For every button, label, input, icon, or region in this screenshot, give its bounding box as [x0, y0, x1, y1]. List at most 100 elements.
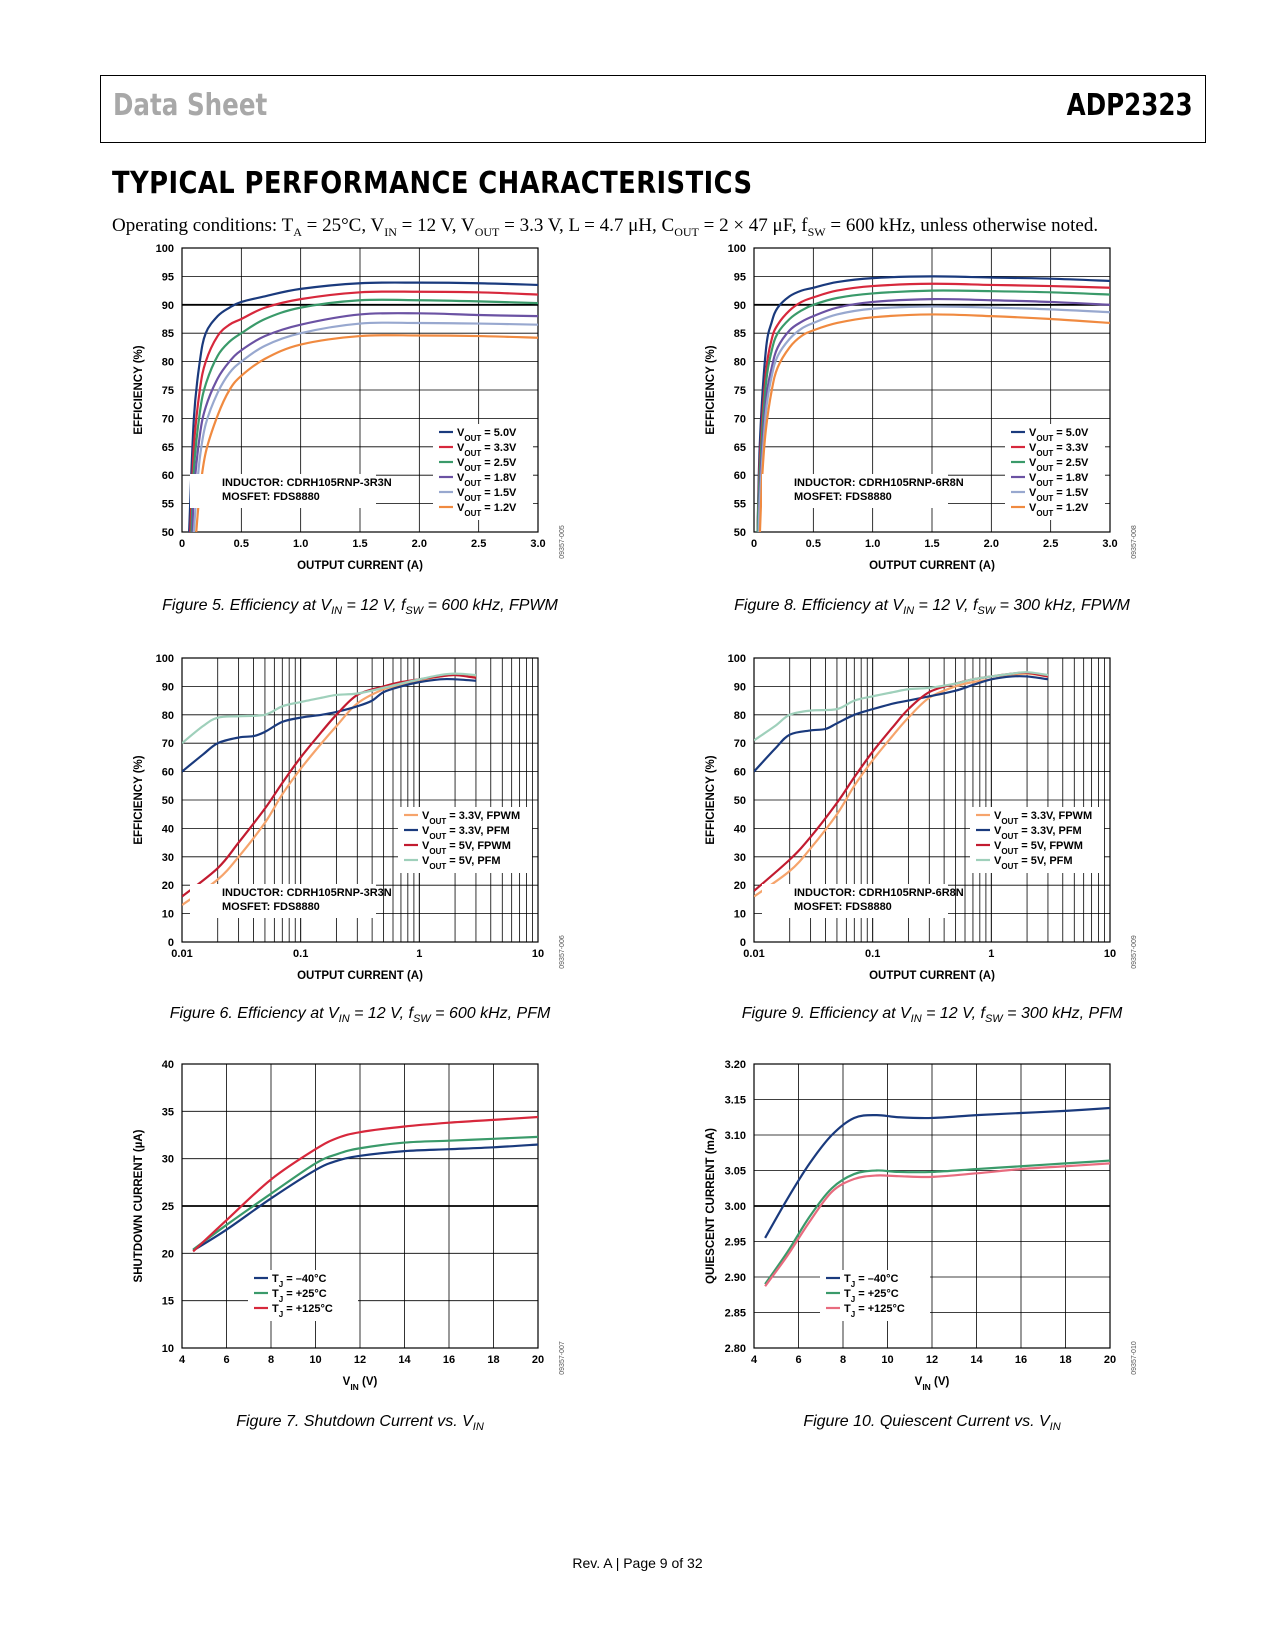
- y-tick-label: 25: [162, 1201, 174, 1213]
- series-group: [188, 281, 538, 532]
- legend-entry: TJ = +125°C: [272, 1303, 333, 1319]
- x-tick-label: 18: [1059, 1354, 1071, 1366]
- annotation: INDUCTOR: CDRH105RNP-3R3N MOSFET: FDS8880: [190, 474, 392, 508]
- y-tick-label: 2.85: [725, 1308, 746, 1320]
- y-tick-label: 90: [162, 681, 174, 693]
- legend-entry: VOUT = 2.5V: [1029, 457, 1089, 473]
- annotation: INDUCTOR: CDRH105RNP-6R8N MOSFET: FDS8880: [762, 884, 964, 918]
- series-line-40-c: [192, 1143, 538, 1252]
- x-tick-label: 10: [309, 1354, 321, 1366]
- x-tick-label: 0.01: [171, 948, 192, 960]
- legend-entry: VOUT = 3.3V, FPWM: [994, 810, 1092, 826]
- x-axis-title: OUTPUT CURRENT (A): [297, 970, 423, 982]
- annotation-line: INDUCTOR: CDRH105RNP-6R8N: [794, 477, 964, 489]
- y-tick-label: 50: [734, 795, 746, 807]
- y-tick-label: 100: [728, 653, 746, 665]
- figure-id: 09357-006: [559, 935, 566, 969]
- legend-entry: VOUT = 1.2V: [1029, 502, 1089, 518]
- legend-entry: VOUT = 3.3V, FPWM: [422, 810, 520, 826]
- operating-conditions: Operating conditions: TA = 25°C, VIN = 1…: [112, 215, 1099, 239]
- y-tick-label: 60: [162, 767, 174, 779]
- x-axis-title: OUTPUT CURRENT (A): [869, 970, 995, 982]
- figure-id: 09357-007: [559, 1341, 566, 1375]
- y-tick-label: 3.05: [725, 1166, 746, 1178]
- annotation-line: MOSFET: FDS8880: [794, 901, 892, 913]
- legend-entry: TJ = +25°C: [844, 1288, 899, 1304]
- y-tick-label: 75: [162, 385, 174, 397]
- legend-entry: VOUT = 1.5V: [457, 487, 517, 503]
- y-tick-label: 40: [162, 823, 174, 835]
- x-tick-label: 3.0: [530, 538, 545, 550]
- series-line-5v-pfm: [754, 671, 1049, 742]
- legend-entry: VOUT = 1.8V: [1029, 472, 1089, 488]
- figure-5-caption: Figure 5. Efficiency at VIN = 12 V, fSW …: [162, 597, 558, 618]
- series-line-3-3v-pfm: [754, 675, 1049, 773]
- figure-id: 09357-009: [1131, 935, 1138, 969]
- annotation-bg: [762, 884, 948, 918]
- x-tick-label: 12: [354, 1354, 366, 1366]
- y-axis-title: SHUTDOWN CURRENT (µA): [133, 1129, 145, 1282]
- series-line-1-2v: [195, 334, 538, 532]
- y-tick-label: 20: [162, 1248, 174, 1260]
- y-tick-label: 35: [162, 1106, 174, 1118]
- series-line-40-c: [764, 1106, 1110, 1239]
- y-tick-label: 10: [162, 1343, 174, 1355]
- legend-entry: TJ = –40°C: [844, 1273, 898, 1289]
- x-tick-label: 1.5: [924, 538, 939, 550]
- figure-8-chart: 0 0.5 1.0 1.5 2.0 2.5 3.0 50 55 60 65 70 75 80 85 90 95 1…: [700, 243, 1138, 588]
- figure-7-chart: 4 6 8 10 12 14 16 18 20 10 15 20 25 30 35 40 VIN (V) SHUT…: [128, 1059, 566, 1404]
- annotation: INDUCTOR: CDRH105RNP-6R8N MOSFET: FDS8880: [762, 474, 964, 508]
- series-line-3-3v: [756, 282, 1110, 532]
- x-tick-label: 2.5: [1043, 538, 1058, 550]
- y-tick-label: 65: [734, 442, 746, 454]
- legend-entry: VOUT = 5.0V: [457, 427, 517, 443]
- series-line-25-c: [764, 1159, 1110, 1285]
- plot-frame: [753, 247, 1111, 533]
- x-tick-label: 2.0: [412, 538, 427, 550]
- legend-entry: TJ = +25°C: [272, 1288, 327, 1304]
- annotation-bg: [762, 474, 948, 508]
- y-tick-label: 50: [162, 527, 174, 539]
- page-footer: Rev. A | Page 9 of 32: [572, 1555, 703, 1571]
- x-tick-label: 2.5: [471, 538, 486, 550]
- series-line-1-8v: [757, 297, 1110, 532]
- legend-entry: VOUT = 2.5V: [457, 457, 517, 473]
- series-line-25-c: [192, 1135, 538, 1251]
- y-tick-label: 70: [734, 738, 746, 750]
- annotation: INDUCTOR: CDRH105RNP-3R3N MOSFET: FDS8880: [190, 884, 392, 918]
- series-line-125-c: [764, 1162, 1110, 1287]
- x-tick-label: 4: [751, 1354, 758, 1366]
- y-tick-label: 55: [734, 499, 746, 511]
- y-tick-label: 3.00: [725, 1201, 746, 1213]
- y-tick-label: 95: [162, 271, 174, 283]
- x-tick-label: 16: [1015, 1354, 1027, 1366]
- chart-svg: 0 0.5 1.0 1.5 2.0 2.5 3.0 50 55 60 65 70 75 80 85 90 95 1…: [705, 243, 1138, 572]
- y-tick-label: 70: [162, 738, 174, 750]
- y-tick-label: 50: [734, 527, 746, 539]
- y-tick-label: 3.20: [725, 1059, 746, 1071]
- y-tick-label: 10: [162, 909, 174, 921]
- annotation-line: MOSFET: FDS8880: [222, 491, 320, 503]
- y-axis-title: EFFICIENCY (%): [133, 755, 145, 844]
- x-tick-label: 8: [840, 1354, 846, 1366]
- x-tick-label: 2.0: [984, 538, 999, 550]
- x-tick-label: 10: [881, 1354, 893, 1366]
- plot-frame: [181, 657, 539, 943]
- figure-id: 09357-005: [559, 525, 566, 559]
- x-tick-label: 6: [795, 1354, 801, 1366]
- y-tick-label: 0: [740, 937, 746, 949]
- figure-9-chart: 0.01 0.1 1 10 0 10 20 30 40 50 60 70 80 90 100 OUTPUT C…: [700, 653, 1138, 998]
- x-tick-label: 0.1: [293, 948, 308, 960]
- x-tick-label: 14: [398, 1354, 411, 1366]
- y-tick-label: 80: [162, 710, 174, 722]
- y-tick-label: 100: [156, 243, 174, 255]
- y-tick-label: 90: [162, 300, 174, 312]
- annotation-line: INDUCTOR: CDRH105RNP-6R8N: [794, 887, 964, 899]
- x-tick-label: 1.5: [352, 538, 367, 550]
- y-axis-title: EFFICIENCY (%): [705, 755, 717, 844]
- y-axis-title: EFFICIENCY (%): [705, 345, 717, 434]
- series-group: [756, 275, 1110, 532]
